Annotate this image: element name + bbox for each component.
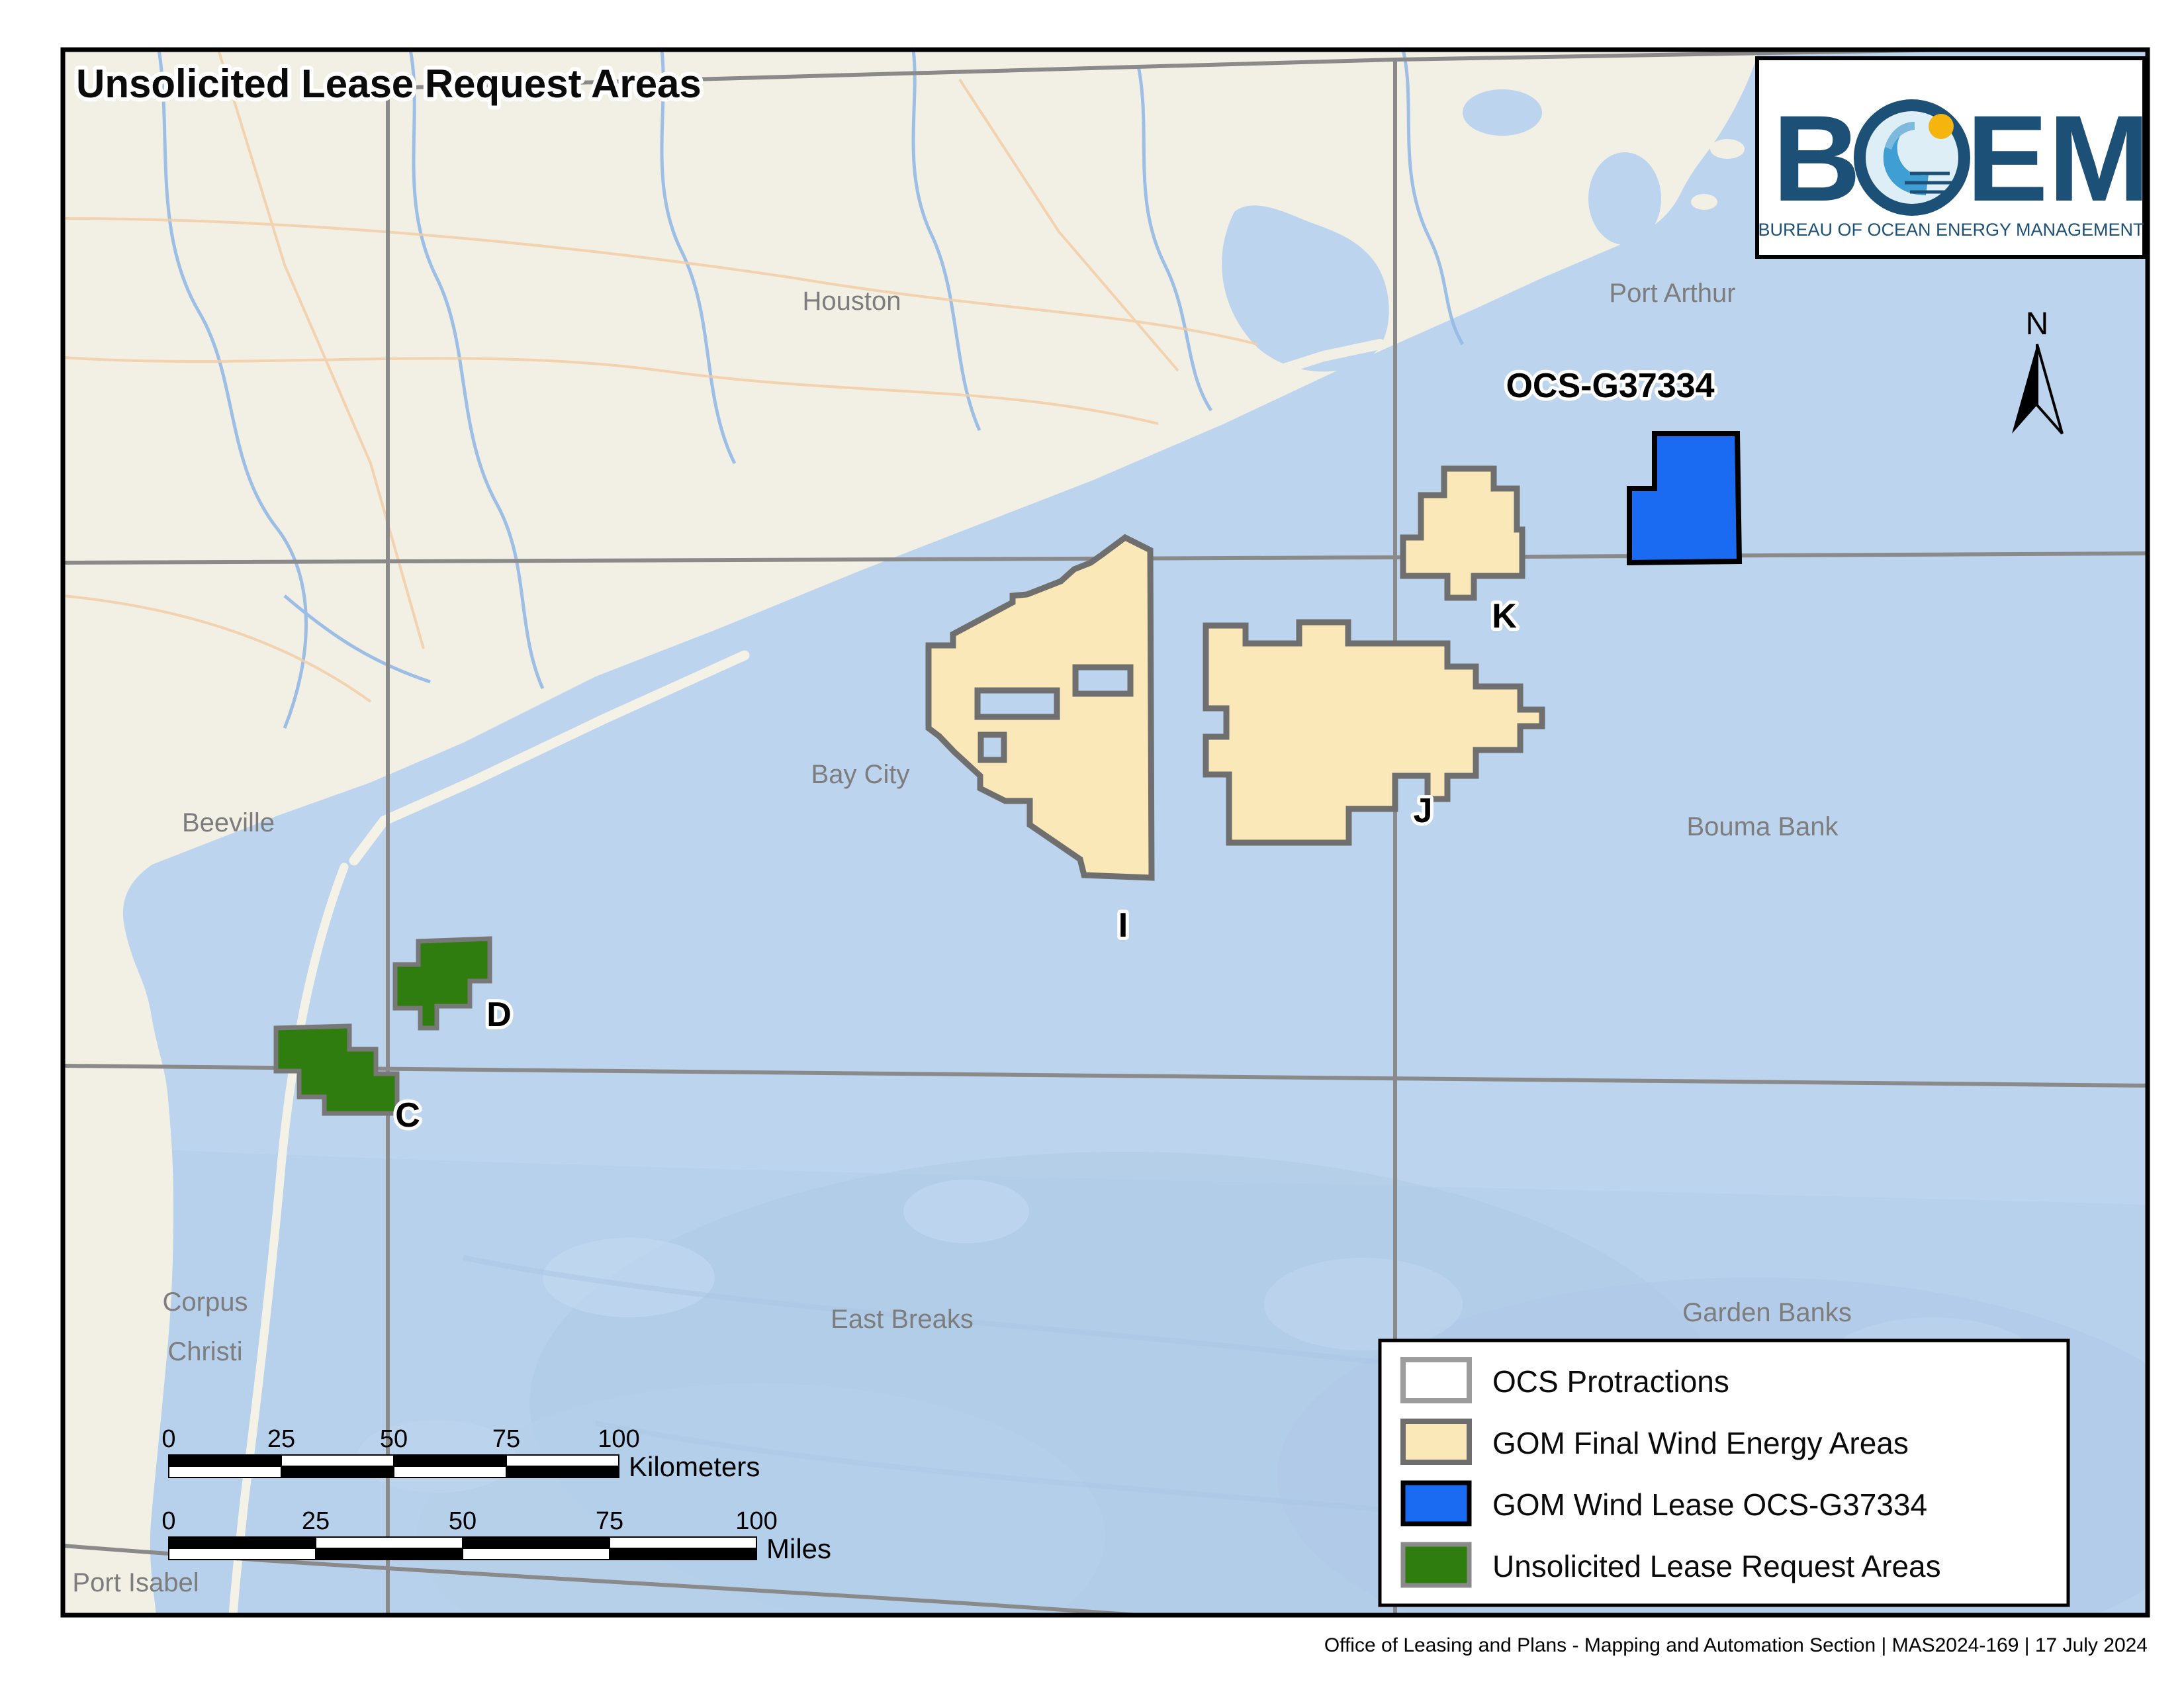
- label-port-isabel: Port Isabel: [72, 1568, 199, 1597]
- boem-full-name: BUREAU OF OCEAN ENERGY MANAGEMENT: [1758, 220, 2144, 240]
- wind-area-i-polygon: [925, 534, 1155, 881]
- footer-credit: Office of Leasing and Plans - Mapping an…: [1324, 1634, 2148, 1656]
- label-area-j: J: [1414, 792, 1433, 830]
- label-houston: Houston: [803, 287, 901, 316]
- land-texas: [63, 50, 1759, 1615]
- scalebar-miles-ticks: 0 25 50 75 100: [161, 1507, 777, 1535]
- unsolicited-area-d-polygon: [392, 936, 492, 1031]
- legend-item-wind-lease: GOM Wind Lease OCS-G37334: [1400, 1480, 1927, 1526]
- label-beeville: Beeville: [182, 808, 275, 837]
- wind-area-j-polygon: [1203, 619, 1545, 846]
- north-label: N: [2026, 306, 2049, 342]
- page-title: Unsolicited Lease Request Areas: [76, 62, 702, 106]
- scalebar-km-ticks: 0 25 50 75 100: [161, 1425, 639, 1453]
- km-tick-0: 0: [161, 1425, 175, 1453]
- mi-tick-50: 50: [449, 1507, 477, 1535]
- mi-tick-75: 75: [596, 1507, 623, 1535]
- label-corpus: Corpus: [163, 1288, 248, 1317]
- scalebar-miles: 0 25 50 75 100 Miles: [161, 1507, 831, 1564]
- map-frame: [60, 47, 2150, 1618]
- legend-swatch-unsolicited-areas: [1400, 1542, 1472, 1588]
- label-area-d: D: [486, 996, 512, 1034]
- legend-label-ocs-protractions: OCS Protractions: [1492, 1364, 1729, 1399]
- legend-swatch-wind-lease: [1400, 1480, 1472, 1526]
- label-area-c: C: [395, 1096, 420, 1135]
- bays-and-lakes: [1222, 89, 1661, 372]
- north-arrow-icon: N: [2012, 306, 2064, 435]
- mi-tick-25: 25: [302, 1507, 330, 1535]
- km-tick-100: 100: [598, 1425, 639, 1453]
- legend-label-wind-lease: GOM Wind Lease OCS-G37334: [1492, 1487, 1927, 1522]
- boem-logo: B EM BUREAU OF OCEAN ENERGY MANAGEMENT: [1755, 56, 2150, 259]
- legend: OCS Protractions GOM Final Wind Energy A…: [1378, 1338, 2070, 1607]
- legend-swatch-ocs-protractions: [1400, 1357, 1472, 1403]
- legend-item-ocs-protractions: OCS Protractions: [1400, 1357, 1729, 1403]
- unsolicited-area-c-polygon: [273, 1023, 400, 1116]
- place-labels: Houston Port Arthur Beeville Bay City Co…: [72, 279, 1851, 1597]
- km-tick-25: 25: [267, 1425, 295, 1453]
- km-tick-75: 75: [492, 1425, 520, 1453]
- label-area-k: K: [1492, 597, 1517, 635]
- wind-lease-ocs-g37334-polygon: [1627, 431, 1743, 566]
- legend-item-wind-energy-areas: GOM Final Wind Energy Areas: [1400, 1419, 1909, 1465]
- label-bay-city: Bay City: [811, 760, 910, 789]
- scalebar-km-unit: Kilometers: [629, 1451, 760, 1482]
- label-area-i: I: [1118, 906, 1128, 945]
- boem-letter-b: B: [1772, 91, 1861, 227]
- scalebar-kilometers: 0 25 50 75 100 Kilometers: [161, 1425, 760, 1482]
- scalebar-miles-unit: Miles: [766, 1533, 831, 1564]
- wind-area-k-polygon: [1400, 465, 1525, 601]
- scalebar-km-bar: [168, 1454, 619, 1478]
- label-garden-banks: Garden Banks: [1682, 1298, 1852, 1327]
- boem-wave-o-icon: [1854, 99, 1970, 216]
- legend-swatch-wind-energy-areas: [1400, 1419, 1472, 1465]
- boem-letters-em: EM: [1966, 91, 2150, 227]
- label-christi: Christi: [167, 1337, 242, 1366]
- legend-box: [1378, 1338, 2070, 1607]
- label-bouma-bank: Bouma Bank: [1686, 812, 1839, 841]
- km-tick-50: 50: [380, 1425, 408, 1453]
- legend-item-unsolicited-areas: Unsolicited Lease Request Areas: [1400, 1542, 1941, 1588]
- label-port-arthur: Port Arthur: [1609, 279, 1735, 308]
- legend-label-unsolicited-areas: Unsolicited Lease Request Areas: [1492, 1549, 1941, 1583]
- roads: [63, 50, 1258, 703]
- scalebar-miles-bar: [168, 1536, 757, 1560]
- label-lease-ocs-g37334: OCS-G37334: [1506, 367, 1714, 405]
- rivers: [157, 50, 1465, 729]
- mi-tick-100: 100: [735, 1507, 777, 1535]
- label-east-breaks: East Breaks: [831, 1305, 974, 1334]
- legend-label-wind-energy-areas: GOM Final Wind Energy Areas: [1492, 1426, 1909, 1460]
- mi-tick-0: 0: [161, 1507, 175, 1535]
